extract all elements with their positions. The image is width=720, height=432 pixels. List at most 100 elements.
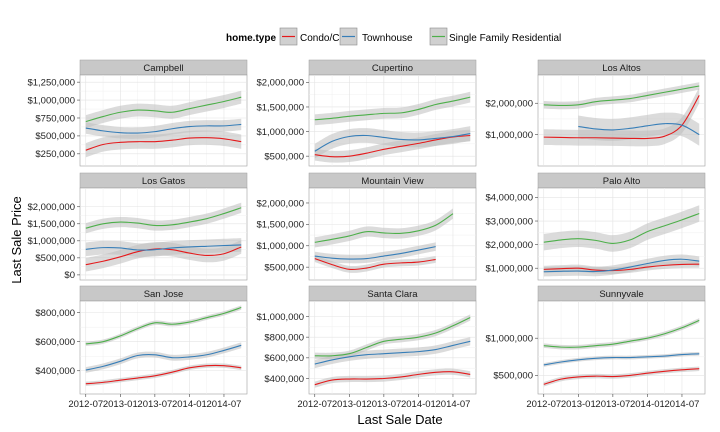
band-cupertino-single-family-residential (314, 91, 471, 126)
band-los-gatos-townhouse (85, 238, 242, 257)
y-tick-label: $2,000,000 (256, 78, 304, 89)
y-axis-title: Last Sale Price (9, 196, 24, 283)
series-line-san-jose-condo-coop (85, 364, 242, 385)
panel-palo-alto: Palo Alto$1,000,000$2,000,000$3,000,000$… (485, 172, 706, 281)
panel-cupertino: Cupertino $500,000 $1,000,000 $1,500,000 $2,… (256, 59, 477, 167)
lines-sunnyvale (543, 319, 700, 385)
y-axis-santa-clara: $400,000 $600,000 $800,000 $1,000,000 (256, 312, 309, 385)
y-tick-label: $500,000 (264, 151, 304, 162)
legend-label-townhouse: Townhouse (362, 33, 413, 44)
x-tick-label: 2013-07 (137, 399, 172, 410)
panel-title-san-jose: San Jose (144, 289, 184, 300)
y-tick-label: $600,000 (35, 337, 75, 348)
y-tick-label: $1,500,000 (27, 219, 75, 230)
series-line-palo-alto-condo-coop (543, 263, 700, 272)
y-axis-los-gatos: $0 $500,000 $1,000,000 $1,500,000 $2,000,000 (27, 202, 80, 281)
y-axis-sunnyvale: $500,000 $1,000,000 (485, 334, 538, 382)
y-tick-label: $500,000 (493, 371, 533, 382)
y-tick-label: $2,000,000 (485, 99, 533, 110)
band-mountain-view-single-family-residential (314, 208, 453, 248)
y-tick-label: $400,000 (264, 374, 304, 385)
y-axis-los-altos: $1,000,000 $2,000,000 (485, 99, 538, 141)
y-tick-label: $1,000,000 (27, 95, 75, 106)
x-axis-sunnyvale: 2012-07 2013-01 2013-07 2014-01 2014-07 (526, 394, 699, 410)
y-tick-label: $600,000 (264, 353, 304, 364)
panel-title-los-altos: Los Altos (602, 63, 641, 74)
x-tick-label: 2012-07 (297, 399, 332, 410)
panel-title-mountain-view: Mountain View (361, 176, 423, 187)
panel-los-altos: Los Altos $1,000,000 $2,000,000 (485, 59, 706, 167)
x-tick-label: 2013-07 (595, 399, 630, 410)
series-line-cupertino-condo-coop (314, 134, 471, 158)
bands-cupertino (314, 91, 471, 163)
lines-mountain-view (314, 213, 454, 271)
lines-palo-alto (543, 212, 700, 273)
y-tick-label: $3,000,000 (485, 216, 533, 227)
x-tick-label: 2013-01 (332, 399, 367, 410)
y-tick-label: $1,000,000 (256, 312, 304, 323)
panel-santa-clara: Santa Clara $400,000 $600,000 $800,000 $1,00… (256, 285, 477, 410)
panel-title-sunnyvale: Sunnyvale (599, 289, 643, 300)
lines-campbell (85, 96, 242, 151)
x-tick-label: 2013-07 (366, 399, 401, 410)
legend-entry-condo-coop: Condo/Coop (279, 27, 357, 46)
series-line-los-gatos-single-family-residential (85, 207, 242, 229)
y-tick-label: $2,000,000 (256, 198, 304, 209)
band-los-altos-single-family-residential (543, 82, 700, 110)
y-tick-label: $4,000,000 (485, 193, 533, 204)
y-tick-label: $1,000,000 (485, 264, 533, 275)
y-tick-label: $250,000 (35, 149, 75, 160)
lines-los-altos (543, 85, 700, 140)
legend-title: home.type (226, 33, 276, 44)
y-tick-label: $1,000,000 (256, 127, 304, 138)
series-line-los-altos-single-family-residential (543, 85, 700, 106)
band-los-altos-townhouse (578, 112, 700, 146)
panel-title-cupertino: Cupertino (372, 63, 413, 74)
y-tick-label: $1,000,000 (485, 130, 533, 141)
lines-los-gatos (85, 207, 242, 266)
panel-mountain-view: Mountain View $500,000 $1,000,000 $1,500,00… (256, 172, 477, 281)
y-tick-label: $500,000 (35, 253, 75, 264)
series-line-cupertino-townhouse (314, 132, 471, 152)
band-santa-clara-single-family-residential (314, 314, 471, 360)
legend-label-condo-coop: Condo/Coop (300, 33, 357, 44)
panel-grid: Campbell $250,000 $500,000 $750,000 $1,000,0… (27, 59, 706, 410)
series-line-campbell-condo-coop (85, 137, 242, 151)
y-tick-label: $1,500,000 (256, 102, 304, 113)
band-sunnyvale-townhouse (543, 351, 700, 367)
series-line-mountain-view-single-family-residential (314, 213, 454, 243)
y-tick-label: $500,000 (35, 131, 75, 142)
series-line-los-altos-condo-coop (543, 95, 700, 140)
y-tick-label: $800,000 (35, 308, 75, 319)
panel-sunnyvale: Sunnyvale $500,000$1,000,000 2012-07 2013-0… (485, 285, 706, 410)
series-line-santa-clara-single-family-residential (314, 317, 471, 357)
y-tick-label: $1,500,000 (256, 220, 304, 231)
series-line-sunnyvale-condo-coop (543, 368, 700, 385)
x-tick-label: 2014-01 (401, 399, 436, 410)
y-axis-palo-alto: $1,000,000 $2,000,000 $3,000,000 $4,000,000 (485, 193, 538, 275)
legend-entry-single-family-residential: Single Family Residential (429, 27, 561, 46)
x-tick-label: 2014-01 (630, 399, 665, 410)
y-tick-label: $1,250,000 (27, 77, 75, 88)
y-tick-label: $500,000 (264, 262, 304, 273)
lines-cupertino (314, 96, 471, 158)
y-tick-label: $1,000,000 (256, 241, 304, 252)
x-tick-label: 2014-07 (436, 399, 471, 410)
x-axis-san-jose: 2012-07 2013-01 2013-07 2014-01 2014-07 (68, 394, 241, 410)
series-line-los-altos-townhouse (578, 123, 700, 136)
series-line-san-jose-townhouse (85, 344, 242, 371)
panel-title-palo-alto: Palo Alto (603, 176, 641, 187)
panel-title-los-gatos: Los Gatos (142, 176, 186, 187)
series-line-los-gatos-townhouse (85, 244, 242, 251)
x-tick-label: 2014-01 (172, 399, 207, 410)
series-line-sunnyvale-townhouse (543, 353, 700, 366)
y-tick-label: $800,000 (264, 332, 304, 343)
y-axis-campbell: $250,000 $500,000 $750,000 $1,000,000 $1,250… (27, 77, 80, 160)
x-tick-label: 2014-07 (665, 399, 700, 410)
lines-san-jose (85, 307, 242, 385)
band-san-jose-single-family-residential (85, 305, 242, 347)
band-palo-alto-single-family-residential (543, 205, 700, 252)
band-campbell-townhouse (85, 118, 242, 139)
